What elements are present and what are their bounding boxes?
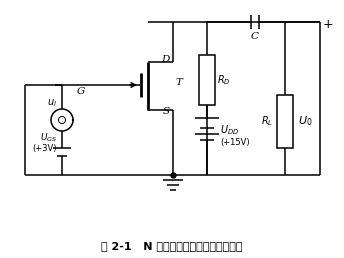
Bar <box>277 95 293 148</box>
Text: C: C <box>251 32 259 41</box>
Text: G: G <box>77 87 85 96</box>
Text: $R_D$: $R_D$ <box>217 73 230 87</box>
Text: (+3V): (+3V) <box>32 143 57 152</box>
Text: $R_L$: $R_L$ <box>261 114 273 128</box>
Text: $U_0$: $U_0$ <box>298 114 312 128</box>
Text: +: + <box>323 18 334 30</box>
Text: (+15V): (+15V) <box>220 139 250 148</box>
Text: S: S <box>163 107 170 116</box>
Text: $U_{DD}$: $U_{DD}$ <box>220 123 239 137</box>
Text: $u_i$: $u_i$ <box>47 97 57 109</box>
Bar <box>199 55 215 105</box>
Text: 图 2-1   N 沟道结型场效应管基本放大器: 图 2-1 N 沟道结型场效应管基本放大器 <box>101 241 243 251</box>
Text: $U_{GS}$: $U_{GS}$ <box>40 132 57 144</box>
Text: D: D <box>161 55 169 64</box>
Text: T: T <box>176 78 183 87</box>
